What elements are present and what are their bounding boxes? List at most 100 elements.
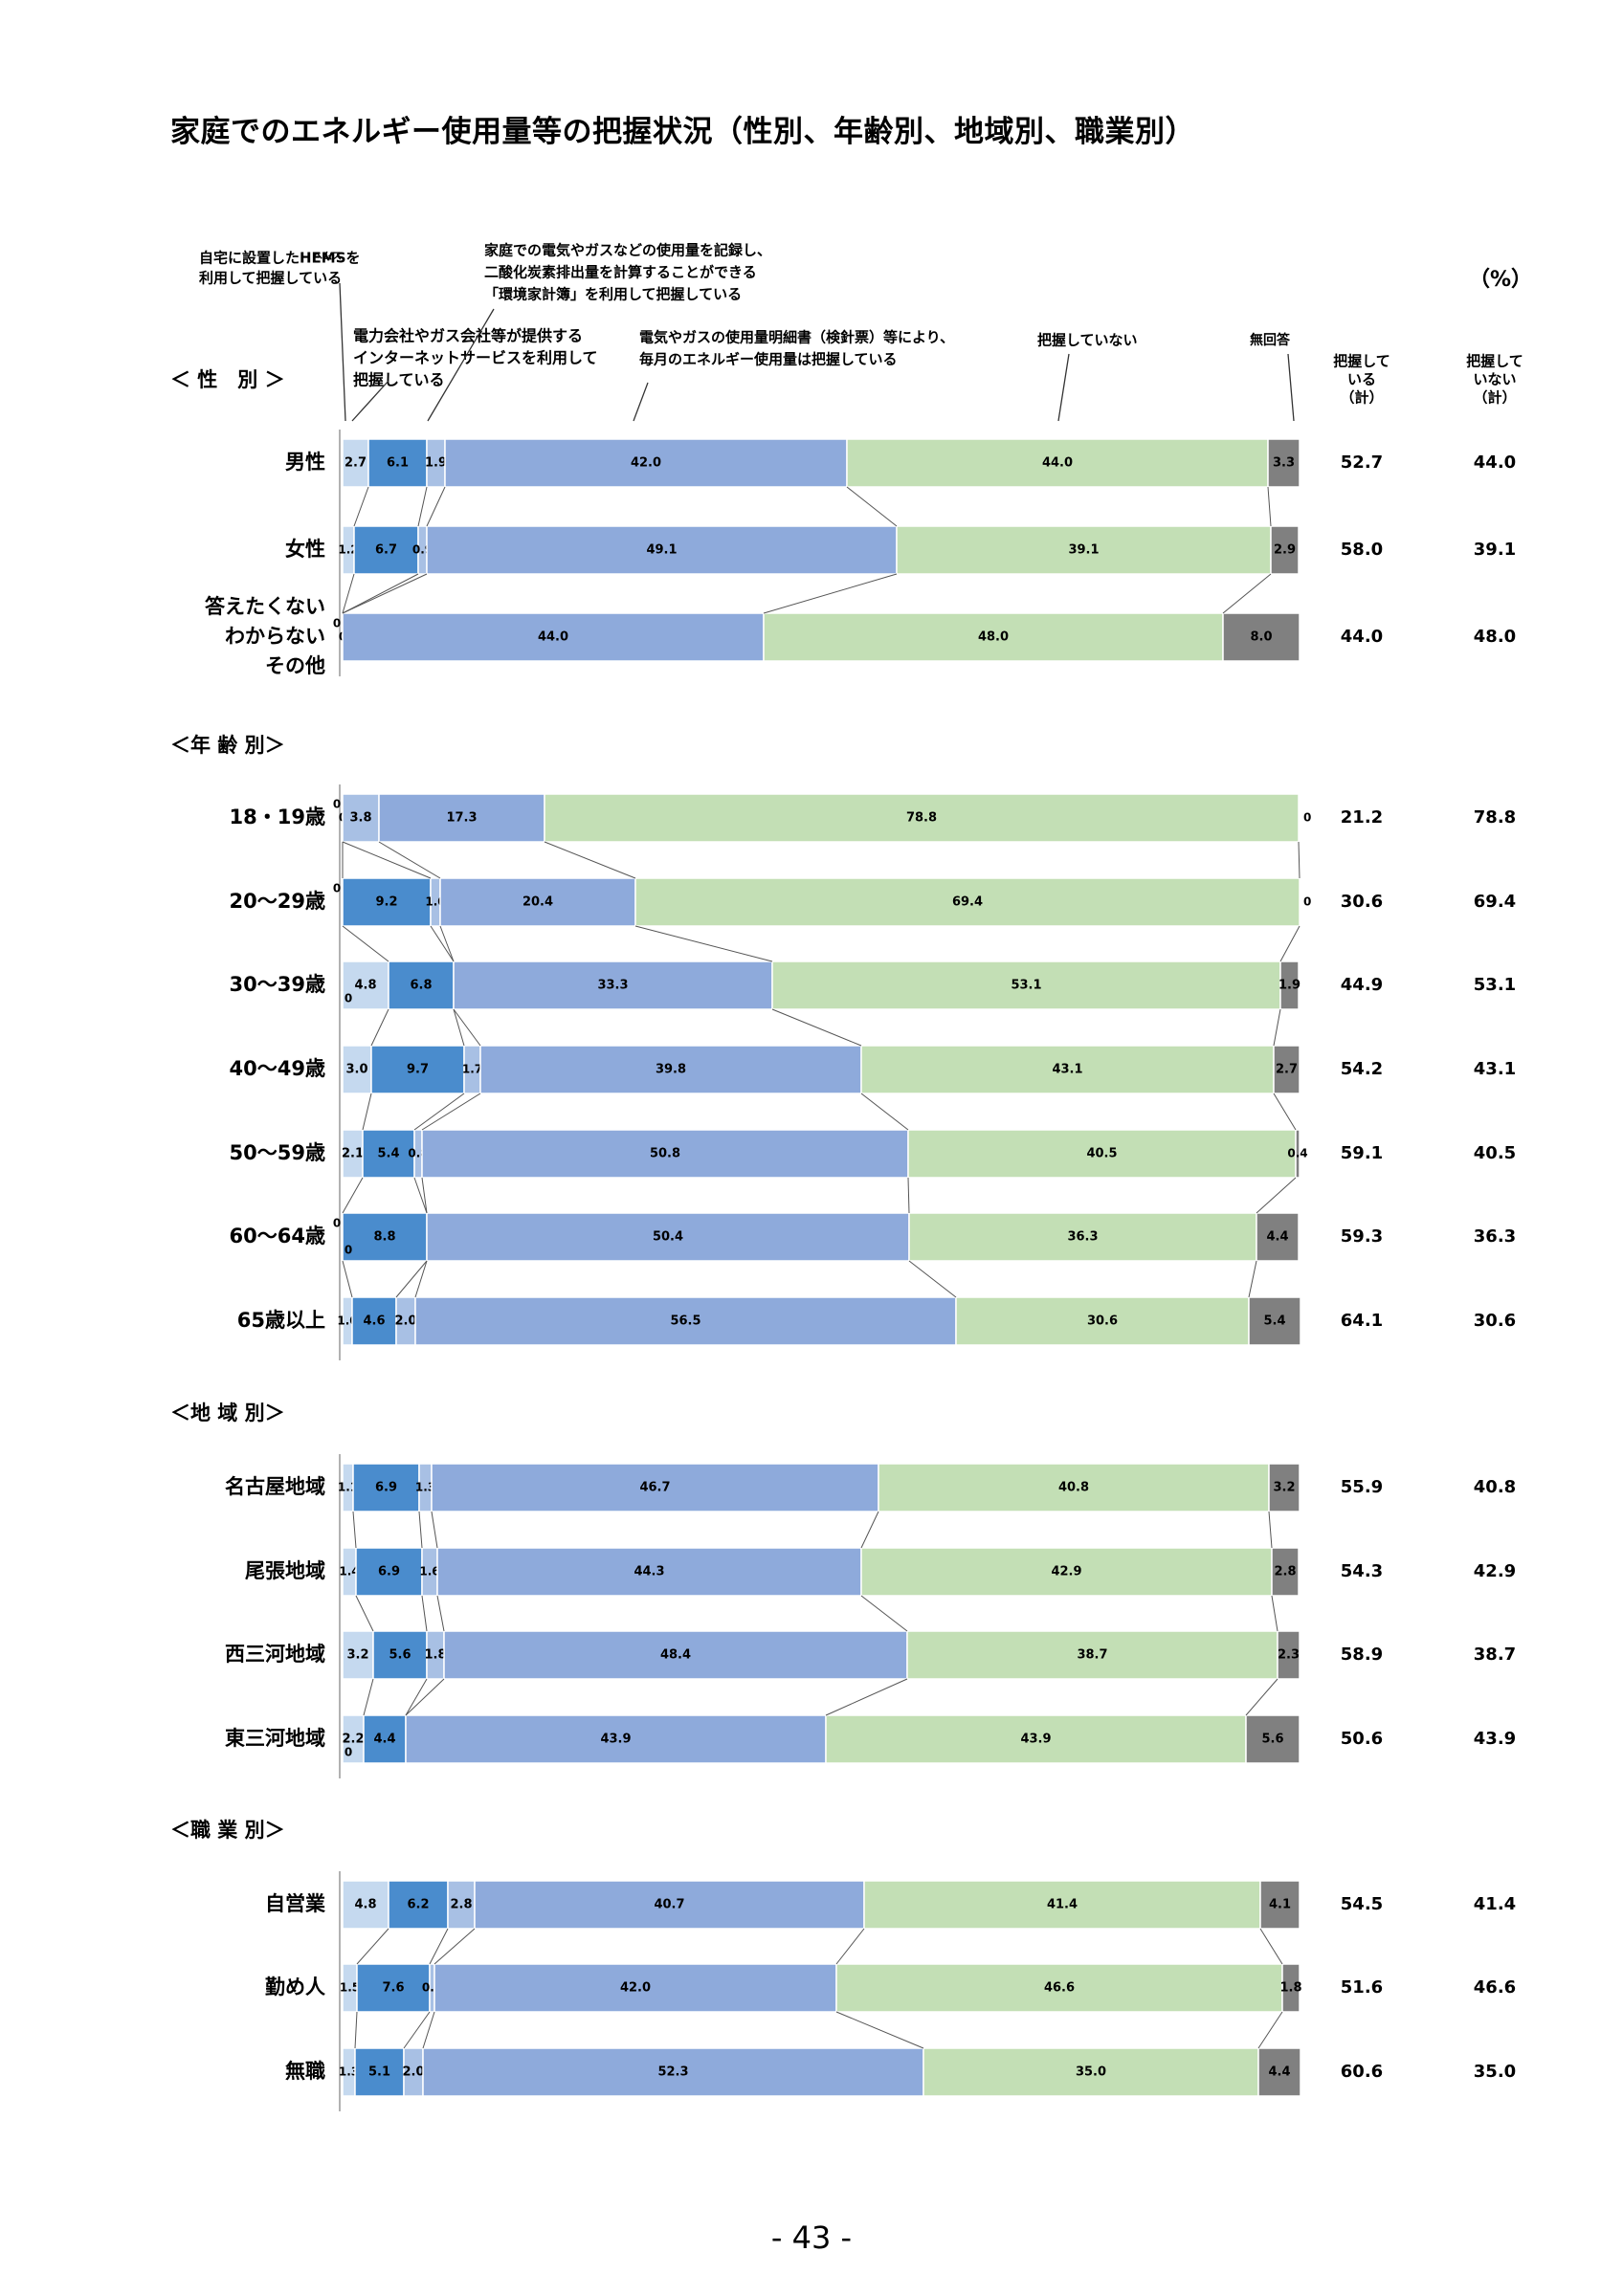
bar-segment-noanswer xyxy=(1277,1630,1301,1680)
bar-segment-not xyxy=(835,1963,1283,2013)
total-yes-value: 58.0 xyxy=(1341,540,1383,560)
total-yes-value: 44.9 xyxy=(1341,975,1383,995)
legend-leader-line xyxy=(339,282,346,422)
data-label: 8.8 xyxy=(373,1230,395,1245)
total-no-value: 35.0 xyxy=(1474,2062,1516,2082)
data-label: 42.9 xyxy=(1051,1565,1081,1579)
data-label: 2.3 xyxy=(1278,1648,1300,1663)
bar-segment-not xyxy=(896,525,1272,575)
connector-line xyxy=(431,1511,438,1549)
connector-line xyxy=(342,573,428,614)
bar-segment-not xyxy=(907,1129,1297,1179)
group-header: ＜職 業 別＞ xyxy=(170,1819,285,1842)
connector-line xyxy=(422,2011,435,2049)
data-label: 30.6 xyxy=(1087,1314,1118,1329)
bar-segment-internet xyxy=(342,1212,428,1262)
total-no-value: 78.8 xyxy=(1474,807,1516,828)
connector-line xyxy=(1222,573,1272,614)
data-label: 3.3 xyxy=(1273,456,1295,471)
data-label: 44.0 xyxy=(1042,456,1073,471)
connector-line xyxy=(426,486,446,527)
data-label: 48.4 xyxy=(660,1648,691,1663)
data-label: 5.6 xyxy=(1261,1733,1283,1747)
legend-kankyo-label: 二酸化炭素排出量を計算することができる xyxy=(484,264,757,281)
connector-line xyxy=(771,1008,862,1047)
legend-kankyo-label: 家庭での電気やガスなどの使用量を記録し、 xyxy=(484,242,771,259)
legend-not-label: 把握していない xyxy=(1037,332,1138,349)
data-label: 35.0 xyxy=(1076,2065,1106,2080)
data-label: 39.8 xyxy=(656,1063,686,1077)
data-label: 5.4 xyxy=(377,1147,399,1161)
data-label: 50.4 xyxy=(653,1230,683,1245)
total-yes-value: 54.3 xyxy=(1341,1561,1383,1581)
bar-segment-meisai xyxy=(378,793,545,843)
connector-line xyxy=(417,486,428,527)
data-label: 56.5 xyxy=(670,1314,700,1329)
data-label: 2.2 xyxy=(342,1733,364,1747)
bar-segment-not xyxy=(955,1296,1250,1346)
connector-line xyxy=(421,1093,481,1131)
data-label: 41.4 xyxy=(1047,1898,1078,1912)
bar-segment-meisai xyxy=(342,612,765,662)
row-label: 20～29歳 xyxy=(230,890,325,913)
data-label: 0 xyxy=(333,617,341,630)
data-label: 6.8 xyxy=(410,979,432,993)
data-label: 0 xyxy=(333,1217,341,1230)
data-label: 1.8 xyxy=(424,1648,446,1663)
connector-line xyxy=(846,486,898,527)
bar-segment-noanswer xyxy=(1245,1714,1301,1764)
bar-segment-not xyxy=(908,1212,1257,1262)
connector-line xyxy=(395,1260,428,1298)
data-label: 40.5 xyxy=(1086,1147,1117,1161)
data-label: 0 xyxy=(333,798,341,811)
row-label: 30～39歳 xyxy=(230,973,325,996)
data-label: 9.7 xyxy=(407,1063,429,1077)
row-label: その他 xyxy=(265,654,325,677)
bar-segment-meisai xyxy=(474,1880,865,1930)
data-label: 0.4 xyxy=(1287,1147,1307,1160)
total-yes-value: 44.0 xyxy=(1341,627,1383,647)
bar-segment-not xyxy=(906,1630,1278,1680)
connector-line xyxy=(860,1093,909,1131)
row-label: 男性 xyxy=(285,451,325,474)
bar-segment-meisai xyxy=(431,1463,879,1512)
row-label: 50～59歳 xyxy=(230,1141,325,1164)
connector-line xyxy=(835,2011,924,2049)
data-label: 1.3 xyxy=(415,1481,435,1494)
data-label: 44.3 xyxy=(634,1565,664,1579)
data-label: 4.8 xyxy=(354,1898,376,1912)
total-yes-value: 50.6 xyxy=(1341,1729,1383,1749)
connector-line xyxy=(430,925,455,962)
connector-line xyxy=(825,1678,908,1716)
total-no-value: 36.3 xyxy=(1474,1226,1516,1247)
total-no-value: 38.7 xyxy=(1474,1645,1516,1665)
data-label: 17.3 xyxy=(446,811,477,826)
bar-segment-hems xyxy=(342,960,389,1010)
data-label: 8.0 xyxy=(1250,630,1272,645)
data-label: 43.9 xyxy=(1020,1733,1051,1747)
legend-leader-line xyxy=(1057,353,1070,422)
total-yes-value: 54.5 xyxy=(1341,1894,1383,1914)
data-label: 42.0 xyxy=(620,1981,651,1996)
bar-segment-not xyxy=(846,438,1269,488)
data-label: 2.1 xyxy=(342,1147,364,1161)
bar-segment-not xyxy=(860,1045,1275,1094)
legend-meisai-label: 電気やガスの使用量明細書（検針票）等により、 xyxy=(639,329,954,346)
row-label: わからない xyxy=(225,625,325,648)
connector-line xyxy=(436,1595,445,1632)
data-label: 4.4 xyxy=(373,1733,395,1747)
row-label: 勤め人 xyxy=(265,1976,325,1998)
bar-segment-meisai xyxy=(422,2047,924,2097)
bar-segment-meisai xyxy=(434,1963,837,2013)
bar-segment-not xyxy=(878,1463,1270,1512)
row-label: 60～64歳 xyxy=(230,1225,325,1247)
total-no-value: 39.1 xyxy=(1474,540,1516,560)
connector-line xyxy=(453,1008,481,1047)
bar-segment-internet xyxy=(353,525,419,575)
data-label: 5.1 xyxy=(368,2065,390,2080)
legend-meisai-label: 毎月のエネルギー使用量は把握している xyxy=(639,351,898,368)
bar-segment-noanswer xyxy=(1279,960,1300,1010)
bar-segment-noanswer xyxy=(1248,1296,1301,1346)
connector-line xyxy=(354,2011,358,2049)
